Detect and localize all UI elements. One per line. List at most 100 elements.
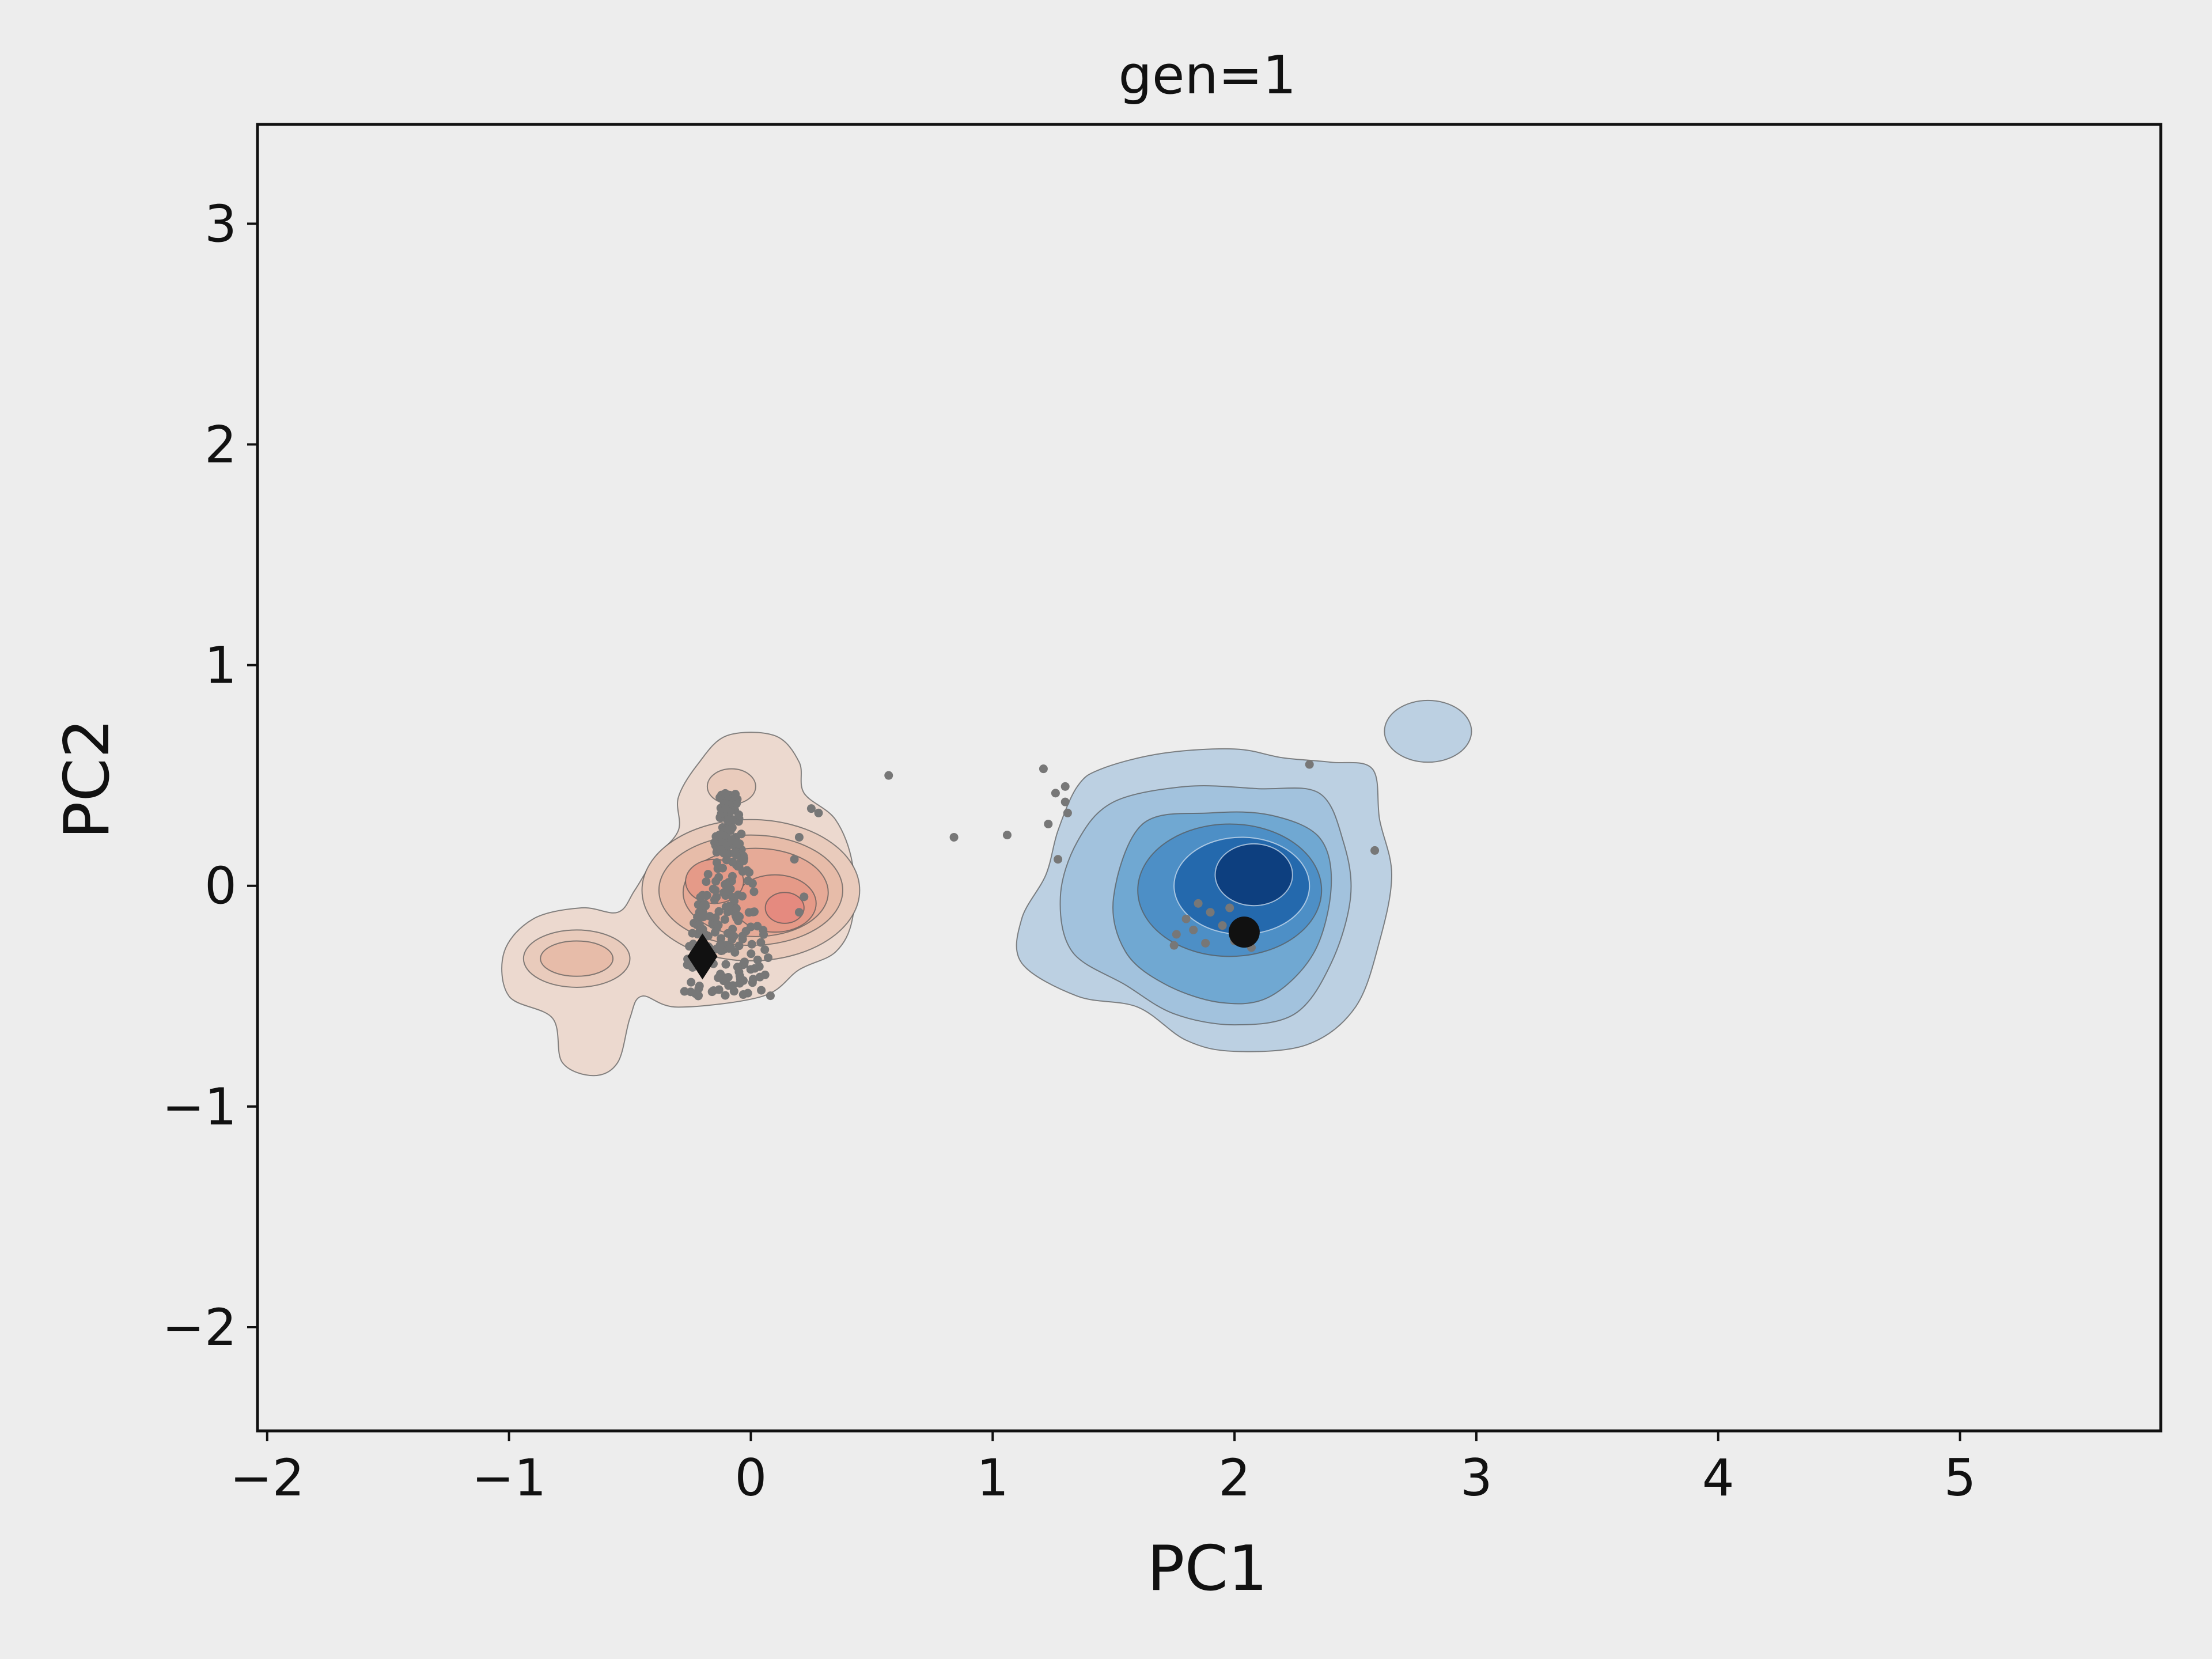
chart-title: gen=1: [1119, 44, 1297, 106]
y-tick-label: 1: [204, 636, 237, 695]
density-blue-level-0-1: [1384, 699, 1472, 763]
scatter-point: [766, 991, 775, 1001]
scatter-point: [733, 911, 743, 921]
scatter-point: [734, 810, 744, 819]
scatter-point: [688, 929, 697, 938]
x-tick-label: 3: [1460, 1448, 1493, 1508]
scatter-point: [737, 830, 746, 839]
centroid-markers-layer: [687, 916, 1260, 980]
scatter-point: [691, 989, 700, 998]
scatter-point: [711, 913, 720, 922]
red-centroid: [687, 933, 718, 980]
scatter-point: [698, 908, 707, 917]
scatter-point: [720, 915, 729, 924]
scatter-point: [743, 988, 752, 998]
scatter-point: [759, 930, 768, 939]
scatter-point: [1060, 797, 1070, 806]
scatter-point: [746, 922, 755, 931]
scatter-point: [738, 931, 747, 941]
scatter-point: [735, 979, 744, 988]
scatter-point: [744, 876, 753, 885]
scatter-point: [748, 907, 757, 916]
scatter-point: [714, 973, 723, 982]
y-tick-label: 0: [204, 857, 237, 916]
scatter-point: [703, 870, 713, 879]
scatter-point: [794, 908, 804, 917]
scatter-point: [734, 941, 744, 950]
scatter-point: [726, 826, 735, 835]
scatter-point: [1054, 855, 1063, 864]
x-tick-label: 1: [976, 1448, 1009, 1508]
scatter-point: [1201, 938, 1210, 948]
scatter-point: [1039, 764, 1048, 774]
scatter-point: [722, 880, 731, 889]
x-tick-label: −1: [472, 1448, 547, 1508]
scatter-point: [711, 885, 720, 895]
scatter-point: [1194, 899, 1203, 908]
scatter-point: [1370, 846, 1380, 855]
scatter-point: [732, 851, 741, 860]
scatter-point: [719, 849, 729, 858]
scatter-point: [702, 891, 711, 900]
scatter-point: [722, 887, 732, 896]
x-tick-label: 0: [734, 1448, 767, 1508]
scatter-point: [734, 839, 743, 849]
scatter-point: [747, 940, 756, 949]
scatter-point: [699, 901, 709, 910]
y-tick-label: 3: [204, 194, 237, 253]
scatter-point: [750, 964, 759, 973]
scatter-point: [722, 855, 731, 865]
scatter-point: [730, 791, 740, 801]
scatter-point: [727, 835, 736, 844]
scatter-point: [717, 934, 726, 943]
scatter-points-layer: [680, 760, 1380, 1001]
x-tick-label: 4: [1702, 1448, 1734, 1508]
scatter-point: [1051, 789, 1060, 798]
scatter-point: [728, 872, 737, 881]
scatter-point: [711, 877, 721, 886]
y-axis: −2 −1 0 1 2 3: [162, 194, 257, 1357]
y-axis-label: PC2: [51, 718, 123, 839]
scatter-point: [763, 953, 772, 963]
density-red-level-5-0: [764, 892, 805, 924]
scatter-point: [729, 931, 738, 941]
scatter-point: [814, 808, 823, 817]
scatter-point: [1181, 914, 1191, 923]
blue-centroid: [1228, 916, 1260, 948]
scatter-point: [756, 938, 766, 947]
scatter-point: [753, 955, 762, 964]
scatter-point: [721, 789, 730, 798]
y-tick-label: 2: [204, 415, 237, 475]
scatter-point: [710, 895, 719, 904]
x-tick-label: −2: [230, 1448, 305, 1508]
scatter-point: [721, 960, 730, 969]
scatter-point: [1206, 908, 1215, 917]
scatter-point: [745, 868, 754, 877]
scatter-point: [734, 967, 744, 976]
x-axis: −2 −1 0 1 2 3 4 5: [230, 1431, 1976, 1508]
x-axis-label: PC1: [1147, 1533, 1267, 1605]
scatter-point: [1225, 903, 1234, 912]
scatter-point: [884, 771, 893, 780]
scatter-point: [740, 957, 749, 967]
scatter-point: [1172, 930, 1181, 939]
scatter-point: [800, 892, 809, 902]
scatter-point: [1063, 808, 1072, 817]
y-tick-label: −2: [162, 1298, 237, 1357]
scatter-point: [738, 867, 747, 876]
scatter-point: [718, 863, 728, 873]
scatter-point: [715, 941, 725, 950]
scatter-point: [726, 943, 735, 952]
scatter-point: [757, 986, 766, 995]
scatter-point: [949, 832, 959, 842]
scatter-point: [749, 887, 759, 896]
scatter-point: [732, 904, 741, 913]
scatter-point: [1169, 941, 1179, 950]
scatter-point: [1305, 760, 1314, 769]
scatter-point: [721, 991, 730, 1000]
scatter-point: [790, 855, 799, 864]
density-blue-level-5-0: [1214, 843, 1293, 907]
scatter-point: [680, 987, 689, 996]
x-tick-label: 2: [1218, 1448, 1251, 1508]
